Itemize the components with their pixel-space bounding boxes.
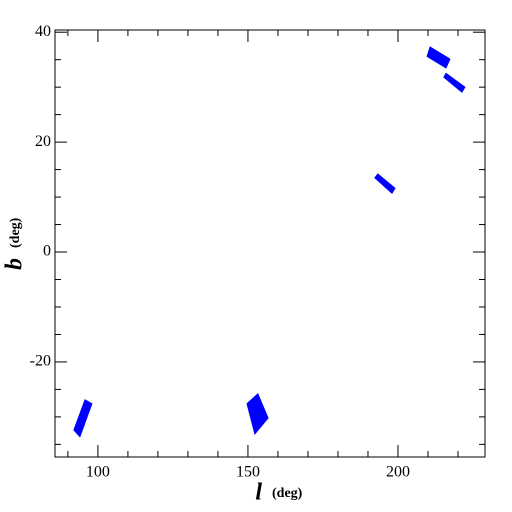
x-tick-label: 200	[386, 464, 410, 481]
y-tick-label: 40	[35, 23, 51, 40]
y-axis-label-group: b (deg)	[2, 217, 28, 270]
y-tick-label: 20	[35, 133, 51, 150]
patch	[443, 72, 466, 93]
x-axis-label: l	[255, 480, 262, 506]
x-axis-unit: (deg)	[272, 486, 303, 501]
plot-frame	[54, 29, 486, 458]
x-tick-label: 150	[236, 464, 260, 481]
patch	[246, 392, 269, 435]
y-axis-unit: (deg)	[8, 217, 23, 248]
patch	[374, 173, 396, 194]
y-tick-label: -20	[30, 353, 51, 370]
patch	[426, 46, 451, 69]
y-axis-label: b	[2, 258, 28, 270]
patch	[73, 399, 93, 438]
y-tick-label: 0	[43, 243, 51, 260]
x-tick-label: 100	[86, 464, 110, 481]
